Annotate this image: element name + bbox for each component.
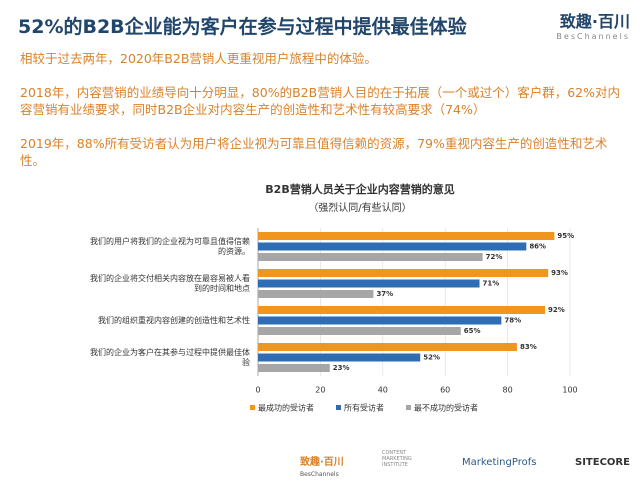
legend-label: 最不成功的受访者 xyxy=(414,403,478,413)
legend-label: 最成功的受访者 xyxy=(258,403,314,413)
bar xyxy=(258,353,421,362)
bar xyxy=(258,279,480,288)
legend-label: 所有受访者 xyxy=(344,403,384,413)
x-tick-label: 80 xyxy=(503,386,513,395)
legend-swatch xyxy=(250,405,255,410)
data-label: 93% xyxy=(551,269,568,277)
logo-text: 致趣·百川 xyxy=(559,12,630,31)
bar xyxy=(258,269,549,277)
y-tick-label: 我们的组织重视内容创建的创造性和艺术性 xyxy=(98,315,250,325)
x-tick-label: 60 xyxy=(440,386,450,395)
chart-title: B2B营销人员关于企业内容营销的意见 xyxy=(265,182,454,196)
chart-subtitle: （强烈认同/有些认同） xyxy=(308,201,411,214)
x-tick-label: 100 xyxy=(562,386,577,395)
data-label: 72% xyxy=(486,253,503,261)
y-tick-label: 我们的企业为客户在其参与过程中提供最佳体验 xyxy=(90,347,250,367)
x-tick-label: 40 xyxy=(378,386,388,395)
data-label: 65% xyxy=(464,327,481,335)
bar xyxy=(258,290,374,298)
y-tick-label: 我们的用户将我们的企业视为可靠且值得信赖的资源。 xyxy=(90,236,250,256)
data-label: 86% xyxy=(529,243,546,251)
data-label: 52% xyxy=(423,354,440,362)
bar xyxy=(258,343,517,351)
x-tick-label: 20 xyxy=(315,386,325,395)
bar xyxy=(258,327,461,335)
footer-logo: CONTENT MARKETING INSTITUTE xyxy=(382,450,412,468)
bar xyxy=(258,306,546,314)
slide-title: 52%的B2B企业能为客户在参与过程中提供最佳体验 xyxy=(18,16,467,38)
bar xyxy=(258,242,527,251)
data-label: 37% xyxy=(376,290,393,298)
bar xyxy=(258,316,502,325)
bar xyxy=(258,232,555,240)
brand-logo: 致趣·百川 BesChannels xyxy=(556,8,630,41)
data-label: 71% xyxy=(483,280,500,288)
footer-logo: SITECORE xyxy=(575,457,630,468)
bar xyxy=(258,253,483,261)
footer-logo: MarketingProfs xyxy=(462,457,537,468)
bar xyxy=(258,364,330,372)
data-label: 92% xyxy=(548,306,565,314)
legend-swatch xyxy=(406,405,411,410)
footer-logo: 致趣·百川 xyxy=(300,457,344,468)
data-label: 23% xyxy=(333,364,350,372)
data-label: 95% xyxy=(557,232,574,240)
paragraph: 相较于过去两年，2020年B2B营销人更重视用户旅程中的体验。 xyxy=(20,51,377,66)
logo-subtext: BesChannels xyxy=(556,32,630,41)
data-label: 83% xyxy=(520,343,537,351)
y-tick-label: 我们的企业将交付相关内容放在最容易被人看到的时间和地点 xyxy=(90,273,250,293)
data-label: 78% xyxy=(504,317,521,325)
paragraph: 2018年，内容营销的业绩导向十分明显，80%的B2B营销人目的在于拓展（一个或… xyxy=(20,85,620,117)
x-tick-label: 0 xyxy=(255,386,260,395)
paragraph: 2019年，88%所有受访者认为用户将企业视为可靠且值得信赖的资源，79%重视内… xyxy=(20,136,608,168)
legend-swatch xyxy=(336,405,341,410)
footer-logo: BesChannels xyxy=(300,471,339,478)
